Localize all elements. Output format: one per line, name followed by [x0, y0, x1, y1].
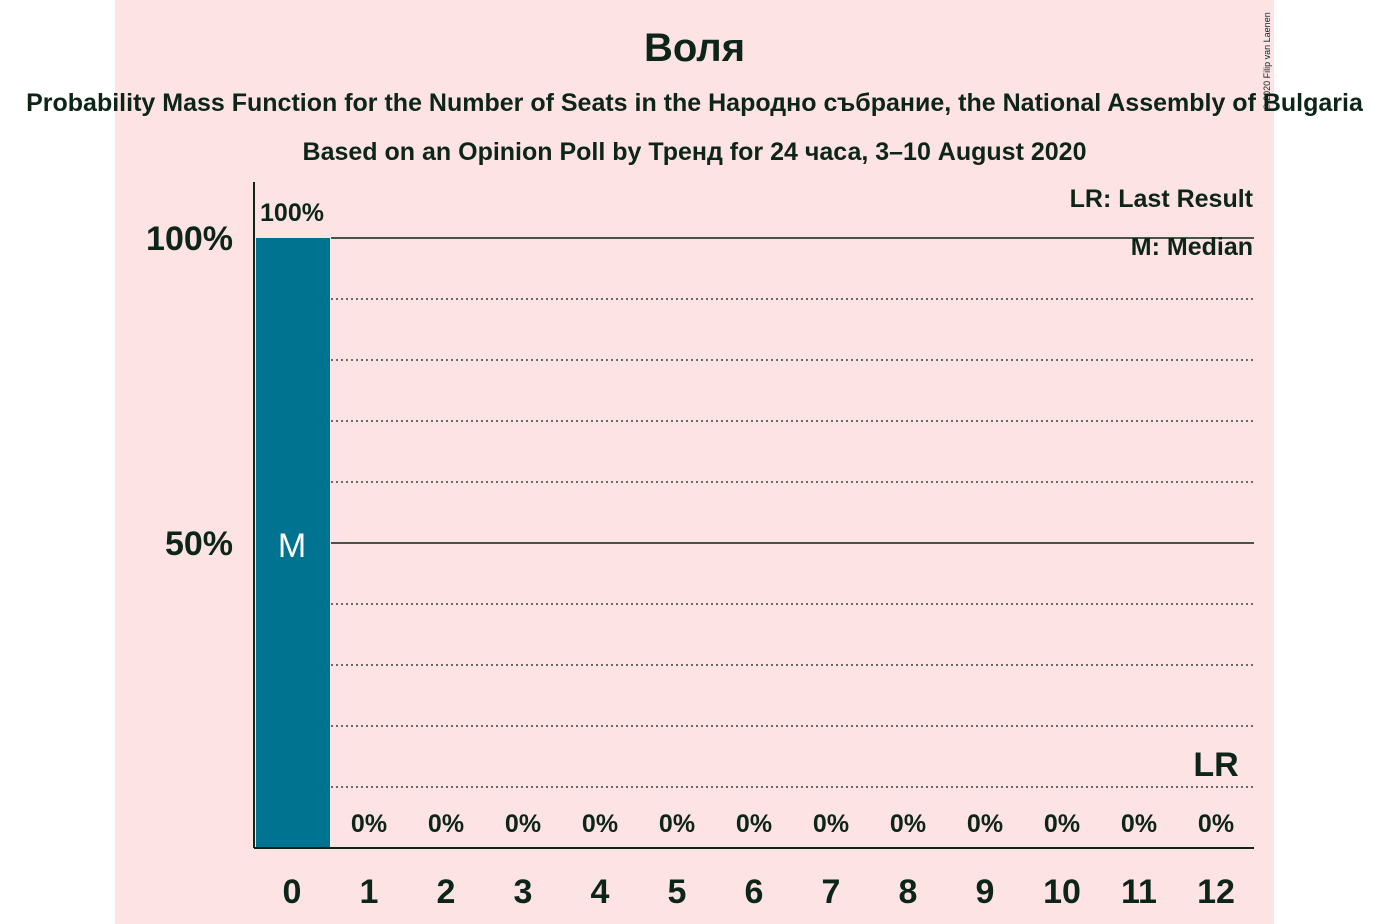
- bar-value-label: 0%: [736, 810, 772, 838]
- bar-value-label: 0%: [351, 810, 387, 838]
- y-tick-label: 100%: [146, 220, 233, 258]
- bar-value-label: 100%: [260, 199, 324, 227]
- x-tick-label: 11: [1121, 873, 1157, 911]
- legend-last-result: LR: Last Result: [1069, 185, 1253, 213]
- x-tick-label: 6: [745, 873, 764, 911]
- bar-value-label: 0%: [1198, 810, 1234, 838]
- x-tick-label: 10: [1043, 873, 1081, 911]
- chart-subtitle: Probability Mass Function for the Number…: [26, 89, 1363, 117]
- x-tick-label: 2: [437, 873, 456, 911]
- x-tick-label: 1: [360, 873, 379, 911]
- last-result-marker: LR: [1193, 746, 1238, 784]
- bar-value-label: 0%: [505, 810, 541, 838]
- bar-value-label: 0%: [1121, 810, 1157, 838]
- x-tick-label: 9: [976, 873, 995, 911]
- bar: [256, 238, 330, 848]
- x-tick-label: 4: [591, 873, 610, 911]
- bar-value-label: 0%: [890, 810, 926, 838]
- bar-value-label: 0%: [813, 810, 849, 838]
- legend-median: M: Median: [1130, 233, 1253, 261]
- bar-value-label: 0%: [428, 810, 464, 838]
- x-tick-label: 7: [822, 873, 841, 911]
- y-tick-label: 50%: [165, 525, 233, 563]
- bar-value-label: 0%: [967, 810, 1003, 838]
- x-tick-label: 3: [514, 873, 533, 911]
- bar-value-label: 0%: [582, 810, 618, 838]
- x-tick-label: 5: [668, 873, 687, 911]
- chart-title: Воля: [643, 26, 746, 70]
- bar-value-label: 0%: [1044, 810, 1080, 838]
- x-tick-label: 12: [1197, 873, 1235, 911]
- x-tick-label: 0: [283, 873, 302, 911]
- median-marker: M: [278, 527, 306, 565]
- chart-source: Based on an Opinion Poll by Тренд for 24…: [302, 138, 1087, 166]
- bar-value-label: 0%: [659, 810, 695, 838]
- x-tick-label: 8: [899, 873, 918, 911]
